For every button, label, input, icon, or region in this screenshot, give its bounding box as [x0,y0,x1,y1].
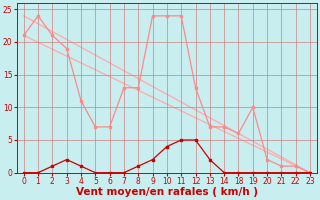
X-axis label: Vent moyen/en rafales ( km/h ): Vent moyen/en rafales ( km/h ) [76,187,258,197]
